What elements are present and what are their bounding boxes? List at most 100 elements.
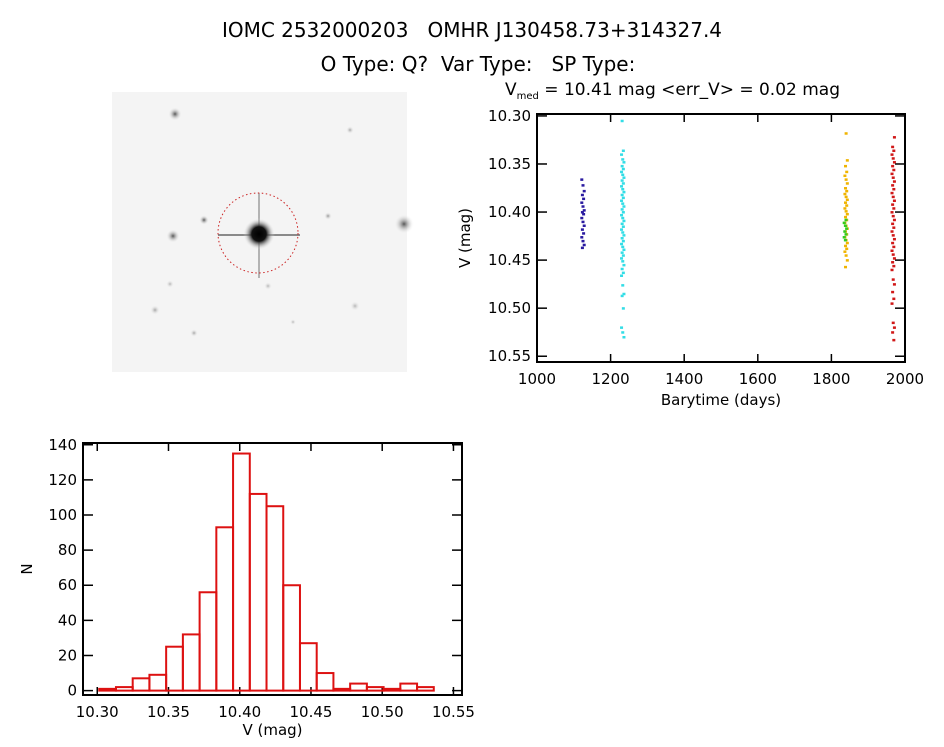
data-point (621, 167, 625, 171)
data-point (890, 153, 894, 156)
x-tick-label: 1800 (812, 370, 850, 388)
data-point (845, 159, 849, 162)
data-point (892, 149, 896, 153)
x-tick-label: 1200 (592, 370, 630, 388)
data-point (620, 199, 624, 203)
plot-frame (536, 113, 906, 363)
data-point (582, 243, 586, 247)
data-point (622, 219, 626, 223)
title-stats: = 10.41 mag <err_V> = 0.02 mag (539, 80, 840, 100)
histogram-bar (232, 452, 251, 692)
title-types: O Type: Q? Var Type: SP Type: (320, 52, 636, 76)
data-point (582, 212, 586, 216)
histogram-bar (282, 584, 301, 692)
data-point (892, 283, 896, 286)
data-point (620, 251, 624, 254)
data-point (621, 260, 625, 263)
data-point (620, 267, 624, 271)
data-point (622, 248, 626, 252)
y-tick-label: 20 (58, 646, 77, 664)
target-star (218, 193, 300, 278)
x-axis-label: Barytime (days) (661, 391, 781, 409)
data-point (580, 216, 584, 220)
aperture-circle (217, 192, 299, 274)
histogram-bar (248, 492, 268, 692)
data-point (890, 268, 894, 272)
data-point (845, 182, 849, 185)
x-tick-label: 10.50 (361, 703, 404, 721)
data-point (891, 253, 895, 256)
y-tick-label: 120 (48, 471, 77, 489)
data-point (621, 254, 625, 257)
data-point (621, 211, 625, 214)
histogram-bar (349, 682, 368, 692)
data-point (844, 178, 848, 181)
data-point (843, 250, 847, 253)
histogram-bar (298, 642, 318, 692)
light-curve-chart: 1000 1200 1400 1600 1800 2000 10.30 10.35 10.40 1… (456, 80, 924, 409)
histogram-bar (399, 682, 419, 692)
data-point (620, 242, 624, 246)
data-point (844, 244, 848, 248)
data-point (620, 179, 624, 182)
data-point (891, 321, 895, 325)
histogram-bar (181, 633, 201, 692)
data-point (582, 224, 586, 228)
x-tick-label: 1000 (518, 370, 556, 388)
x-tick-label: 2000 (886, 370, 924, 388)
y-tick-label: 80 (58, 541, 77, 559)
data-point (892, 168, 896, 172)
data-point (844, 215, 848, 219)
data-point (842, 221, 846, 225)
chart-title: Vmed = 10.41 mag <err_V> = 0.02 mag (505, 80, 840, 102)
data-point (621, 202, 625, 205)
data-point (844, 254, 848, 257)
data-point (845, 227, 849, 230)
data-point (581, 205, 585, 208)
data-point (580, 193, 584, 197)
field-stars (150, 107, 414, 337)
x-tick-label: 1600 (739, 370, 777, 388)
data-point (620, 222, 624, 226)
data-point (892, 218, 896, 222)
star-field-image (112, 92, 414, 372)
data-point (620, 294, 624, 298)
x-axis-label: V (mag) (242, 721, 302, 739)
histogram-bar (148, 673, 168, 692)
histogram-bar (365, 686, 385, 692)
data-point (891, 261, 895, 264)
data-point (844, 164, 848, 168)
data-point (891, 203, 895, 206)
data-point (622, 263, 626, 267)
data-point (622, 176, 626, 179)
data-point (620, 237, 624, 240)
data-point (891, 157, 895, 160)
data-point (582, 189, 586, 193)
data-point (845, 170, 849, 174)
data-point (580, 246, 584, 250)
data-point (621, 216, 625, 220)
x-tick-label: 10.45 (289, 703, 332, 721)
y-tick-label: 10.55 (488, 347, 531, 365)
data-point (845, 204, 849, 207)
data-point (892, 326, 896, 329)
data-point (621, 307, 625, 310)
data-point (844, 132, 848, 135)
data-point (622, 205, 626, 208)
histogram-bar (198, 591, 218, 692)
y-tick-label: 10.40 (488, 203, 531, 221)
data-point (620, 257, 624, 260)
data-point (622, 161, 626, 164)
data-point (892, 161, 896, 164)
y-tick-label: 10.45 (488, 251, 531, 269)
data-point (845, 189, 849, 193)
data-point (580, 236, 584, 239)
title-identifiers: IOMC 2532000203 OMHR J130458.73+314327.4 (221, 18, 723, 42)
data-point (892, 257, 896, 260)
x-tick-label: 10.40 (218, 703, 261, 721)
y-tick-label: 0 (67, 682, 77, 700)
y-tick-label: 10.30 (488, 107, 531, 125)
data-point (844, 187, 848, 190)
data-point (843, 192, 847, 196)
data-point (845, 212, 849, 216)
